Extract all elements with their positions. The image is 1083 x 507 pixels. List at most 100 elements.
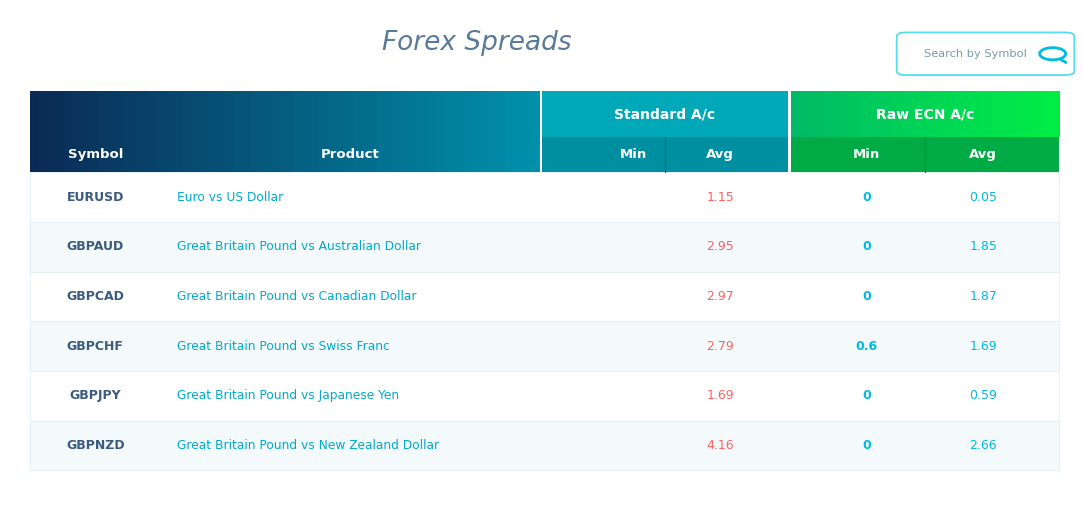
- FancyBboxPatch shape: [531, 137, 540, 172]
- FancyBboxPatch shape: [871, 91, 879, 137]
- Text: 0.05: 0.05: [969, 191, 997, 204]
- FancyBboxPatch shape: [999, 91, 1006, 137]
- FancyBboxPatch shape: [353, 137, 362, 172]
- FancyBboxPatch shape: [158, 137, 167, 172]
- FancyBboxPatch shape: [1053, 91, 1060, 137]
- FancyBboxPatch shape: [259, 91, 269, 137]
- FancyBboxPatch shape: [251, 91, 260, 137]
- FancyBboxPatch shape: [90, 137, 100, 172]
- FancyBboxPatch shape: [851, 91, 859, 137]
- Text: GBPAUD: GBPAUD: [67, 240, 123, 254]
- Text: 0: 0: [862, 389, 871, 403]
- FancyBboxPatch shape: [420, 137, 430, 172]
- Text: Great Britain Pound vs New Zealand Dollar: Great Britain Pound vs New Zealand Dolla…: [177, 439, 439, 452]
- FancyBboxPatch shape: [1032, 91, 1040, 137]
- FancyBboxPatch shape: [938, 91, 947, 137]
- FancyBboxPatch shape: [986, 91, 993, 137]
- Text: 1.15: 1.15: [706, 191, 734, 204]
- FancyBboxPatch shape: [931, 91, 939, 137]
- FancyBboxPatch shape: [878, 91, 886, 137]
- FancyBboxPatch shape: [183, 91, 193, 137]
- FancyBboxPatch shape: [369, 137, 379, 172]
- Text: Great Britain Pound vs Japanese Yen: Great Britain Pound vs Japanese Yen: [177, 389, 399, 403]
- FancyBboxPatch shape: [531, 91, 540, 137]
- Text: GBPJPY: GBPJPY: [69, 389, 121, 403]
- FancyBboxPatch shape: [979, 91, 987, 137]
- FancyBboxPatch shape: [302, 91, 312, 137]
- Text: Standard A/c: Standard A/c: [614, 107, 716, 121]
- FancyBboxPatch shape: [912, 91, 919, 137]
- FancyBboxPatch shape: [318, 137, 328, 172]
- FancyBboxPatch shape: [302, 137, 312, 172]
- FancyBboxPatch shape: [471, 91, 481, 137]
- Text: 1.69: 1.69: [969, 340, 997, 353]
- FancyBboxPatch shape: [965, 91, 973, 137]
- FancyBboxPatch shape: [183, 137, 193, 172]
- FancyBboxPatch shape: [268, 137, 277, 172]
- FancyBboxPatch shape: [429, 91, 439, 137]
- FancyBboxPatch shape: [1046, 91, 1054, 137]
- Text: Symbol: Symbol: [67, 148, 123, 161]
- FancyBboxPatch shape: [797, 91, 805, 137]
- FancyBboxPatch shape: [39, 91, 49, 137]
- FancyBboxPatch shape: [192, 91, 201, 137]
- FancyBboxPatch shape: [192, 137, 201, 172]
- FancyBboxPatch shape: [336, 91, 345, 137]
- FancyBboxPatch shape: [149, 137, 158, 172]
- FancyBboxPatch shape: [81, 137, 91, 172]
- FancyBboxPatch shape: [497, 91, 507, 137]
- FancyBboxPatch shape: [497, 137, 507, 172]
- FancyBboxPatch shape: [404, 91, 414, 137]
- Text: GBPNZD: GBPNZD: [66, 439, 125, 452]
- FancyBboxPatch shape: [200, 137, 209, 172]
- FancyBboxPatch shape: [925, 91, 932, 137]
- FancyBboxPatch shape: [811, 91, 819, 137]
- FancyBboxPatch shape: [404, 137, 414, 172]
- FancyBboxPatch shape: [488, 91, 498, 137]
- FancyBboxPatch shape: [106, 137, 116, 172]
- Text: Great Britain Pound vs Australian Dollar: Great Britain Pound vs Australian Dollar: [177, 240, 420, 254]
- FancyBboxPatch shape: [891, 91, 899, 137]
- Text: Avg: Avg: [969, 148, 997, 161]
- Text: Forex Spreads: Forex Spreads: [381, 30, 572, 56]
- FancyBboxPatch shape: [64, 137, 74, 172]
- FancyBboxPatch shape: [1019, 91, 1027, 137]
- FancyBboxPatch shape: [438, 137, 447, 172]
- FancyBboxPatch shape: [174, 137, 184, 172]
- Text: 1.87: 1.87: [969, 290, 997, 303]
- Text: Min: Min: [852, 148, 880, 161]
- FancyBboxPatch shape: [30, 272, 1059, 321]
- FancyBboxPatch shape: [217, 91, 226, 137]
- Text: Great Britain Pound vs Canadian Dollar: Great Britain Pound vs Canadian Dollar: [177, 290, 416, 303]
- FancyBboxPatch shape: [336, 137, 345, 172]
- FancyBboxPatch shape: [369, 91, 379, 137]
- FancyBboxPatch shape: [958, 91, 966, 137]
- FancyBboxPatch shape: [132, 137, 142, 172]
- FancyBboxPatch shape: [115, 137, 125, 172]
- FancyBboxPatch shape: [81, 91, 91, 137]
- FancyBboxPatch shape: [30, 91, 40, 137]
- FancyBboxPatch shape: [318, 91, 328, 137]
- FancyBboxPatch shape: [225, 137, 235, 172]
- FancyBboxPatch shape: [73, 91, 82, 137]
- FancyBboxPatch shape: [311, 137, 319, 172]
- FancyBboxPatch shape: [39, 137, 49, 172]
- FancyBboxPatch shape: [1026, 91, 1033, 137]
- FancyBboxPatch shape: [992, 91, 1000, 137]
- Text: Euro vs US Dollar: Euro vs US Dollar: [177, 191, 283, 204]
- FancyBboxPatch shape: [864, 91, 872, 137]
- FancyBboxPatch shape: [395, 137, 405, 172]
- FancyBboxPatch shape: [412, 137, 421, 172]
- FancyBboxPatch shape: [1039, 91, 1047, 137]
- FancyBboxPatch shape: [30, 137, 40, 172]
- FancyBboxPatch shape: [259, 137, 269, 172]
- FancyBboxPatch shape: [208, 137, 218, 172]
- Text: 0: 0: [862, 191, 871, 204]
- FancyBboxPatch shape: [361, 91, 370, 137]
- FancyBboxPatch shape: [115, 91, 125, 137]
- FancyBboxPatch shape: [897, 32, 1074, 75]
- FancyBboxPatch shape: [514, 137, 523, 172]
- Text: 0: 0: [862, 290, 871, 303]
- FancyBboxPatch shape: [837, 91, 846, 137]
- FancyBboxPatch shape: [217, 137, 226, 172]
